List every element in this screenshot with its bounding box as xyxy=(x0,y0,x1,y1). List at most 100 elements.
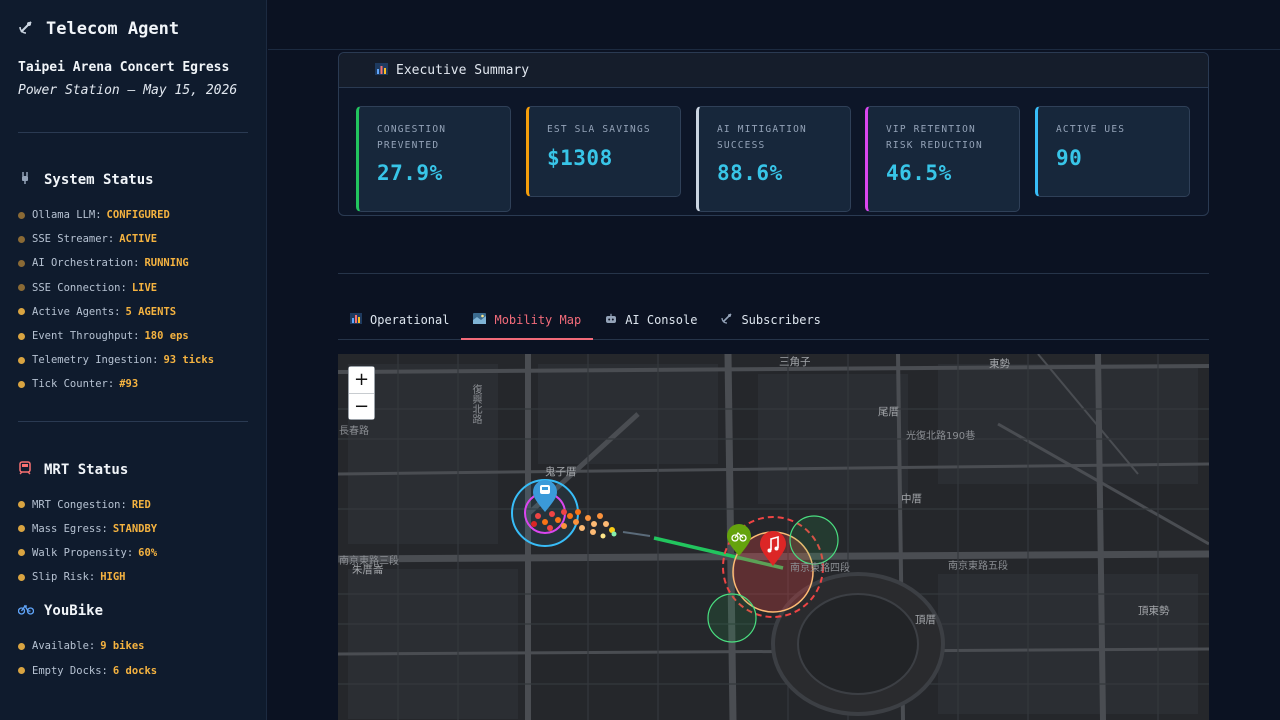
mobility-map[interactable]: 三角子 東勢 尾厝 鬼子厝 中厝 朱厝崙 頂厝 頂東勢 南京東路三段 南京東路四… xyxy=(338,354,1209,720)
bar-chart-icon xyxy=(375,62,388,78)
status-item: SSE Streamer: ACTIVE xyxy=(18,227,248,251)
status-value: RED xyxy=(131,498,151,511)
youbike-pin-icon xyxy=(727,524,751,556)
executive-summary-panel: Executive Summary Congestion Prevented 2… xyxy=(338,52,1209,216)
bicycle-icon xyxy=(17,603,36,619)
status-item: Tick Counter: #93 xyxy=(18,372,248,396)
tab-mobility-map[interactable]: Mobility Map xyxy=(461,300,593,340)
system-status-list: Ollama LLM: CONFIGURED SSE Streamer: ACTIV… xyxy=(18,203,248,397)
status-dot-icon xyxy=(18,308,25,316)
tab-label: Operational xyxy=(370,312,450,327)
status-value: 60% xyxy=(138,546,158,559)
status-value: 93 ticks xyxy=(163,354,215,367)
status-item: Ollama LLM: CONFIGURED xyxy=(18,203,248,227)
divider xyxy=(18,132,248,133)
status-label: Mass Egress: xyxy=(32,522,108,535)
executive-summary-title: Executive Summary xyxy=(396,62,530,78)
status-label: Slip Risk: xyxy=(32,571,96,584)
bar-chart-icon xyxy=(350,312,362,327)
status-label: AI Orchestration: xyxy=(32,257,140,270)
map-label: 長春路 xyxy=(339,426,369,437)
status-value: #93 xyxy=(119,378,139,391)
zoom-control: + − xyxy=(348,366,375,420)
status-label: SSE Streamer: xyxy=(32,233,115,246)
flow-path xyxy=(653,536,784,570)
divider xyxy=(18,420,248,422)
kpi-card-active-ues: Active UEs 90 xyxy=(1035,106,1190,197)
status-item: Slip Risk: HIGH xyxy=(18,565,248,589)
youbike-heading: YouBike xyxy=(17,600,248,622)
map-canvas xyxy=(338,354,1209,720)
kpi-label: Active UEs xyxy=(1056,124,1126,135)
map-icon xyxy=(473,312,487,327)
section-divider xyxy=(338,273,1209,274)
music-venue-pin-icon xyxy=(760,531,786,566)
app-title: Telecom Agent xyxy=(18,16,248,42)
status-dot-icon xyxy=(18,259,25,267)
zoom-out-button[interactable]: − xyxy=(349,393,374,419)
status-dot-icon xyxy=(18,501,25,509)
status-item: Available: 9 bikes xyxy=(18,634,248,658)
status-dot-icon xyxy=(18,667,25,675)
map-label: 中厝 xyxy=(901,493,922,505)
kpi-label: AI Mitigation Success xyxy=(717,124,807,151)
tab-label: Subscribers xyxy=(741,312,821,327)
status-label: Tick Counter: xyxy=(32,378,115,391)
status-value: STANDBY xyxy=(112,522,158,535)
tab-subscribers[interactable]: Subscribers xyxy=(709,300,832,339)
satellite-antenna-icon xyxy=(18,19,38,39)
map-label: 三角子 xyxy=(779,356,811,368)
status-label: SSE Connection: xyxy=(32,281,127,294)
kpi-value: $1308 xyxy=(547,145,613,170)
status-value: 6 docks xyxy=(112,664,158,677)
mrt-pin-icon xyxy=(533,480,557,512)
kpi-card-congestion-prevented: Congestion Prevented 27.9% xyxy=(356,106,511,212)
mrt-status-list: MRT Congestion: RED Mass Egress: STANDBY W… xyxy=(18,493,248,590)
map-label: 朱厝崙 xyxy=(352,564,384,576)
status-dot-icon xyxy=(18,356,25,364)
status-label: Ollama LLM: xyxy=(32,209,102,222)
status-item: Mass Egress: STANDBY xyxy=(18,517,248,541)
executive-summary-header: Executive Summary xyxy=(339,53,1208,88)
event-name: Taipei Arena Concert Egress xyxy=(18,60,230,75)
status-dot-icon xyxy=(18,525,25,533)
status-value: HIGH xyxy=(100,571,126,584)
status-label: Empty Docks: xyxy=(32,664,108,677)
status-item: SSE Connection: LIVE xyxy=(18,276,248,300)
status-item: MRT Congestion: RED xyxy=(18,493,248,517)
status-value: LIVE xyxy=(131,281,158,294)
status-item: Empty Docks: 6 docks xyxy=(18,658,248,682)
sidebar: Telecom Agent Taipei Arena Concert Egres… xyxy=(0,0,267,720)
kpi-value: 88.6% xyxy=(717,161,783,185)
kpi-label: Est SLA Savings xyxy=(547,124,651,135)
map-label: 東勢 xyxy=(989,358,1010,370)
kpi-card-est-sla-savings: Est SLA Savings $1308 xyxy=(526,106,681,197)
status-item: Walk Propensity: 60% xyxy=(18,541,248,565)
venue-risk-ring xyxy=(722,516,824,618)
zoom-in-button[interactable]: + xyxy=(349,367,374,393)
top-band xyxy=(268,0,1280,50)
status-label: Walk Propensity: xyxy=(32,546,134,559)
status-value: 9 bikes xyxy=(100,640,145,653)
status-value: ACTIVE xyxy=(119,233,158,246)
map-label: 光復北路190巷 xyxy=(906,431,976,442)
status-label: MRT Congestion: xyxy=(32,498,127,511)
status-value: 180 eps xyxy=(144,330,189,343)
tab-operational[interactable]: Operational xyxy=(338,300,461,339)
kpi-value: 46.5% xyxy=(886,161,952,185)
event-title: Taipei Arena Concert Egress Power Statio… xyxy=(18,56,248,102)
map-label: 尾厝 xyxy=(878,406,899,418)
kpi-card-ai-mitigation-success: AI Mitigation Success 88.6% xyxy=(696,106,851,212)
status-dot-icon xyxy=(18,332,25,340)
tab-ai-console[interactable]: AI Console xyxy=(593,300,709,339)
status-value: CONFIGURED xyxy=(106,209,170,222)
map-label: 頂厝 xyxy=(915,614,936,626)
status-dot-icon xyxy=(18,380,25,388)
crowd-heat-points xyxy=(531,509,617,539)
kpi-label: VIP Retention Risk Reduction xyxy=(886,124,983,151)
kpi-value: 90 xyxy=(1056,145,1083,170)
status-dot-icon xyxy=(18,642,25,650)
map-label: 鬼子厝 xyxy=(545,466,577,478)
satellite-antenna-icon xyxy=(721,312,733,327)
map-label: 南京東路四段 xyxy=(790,563,850,574)
